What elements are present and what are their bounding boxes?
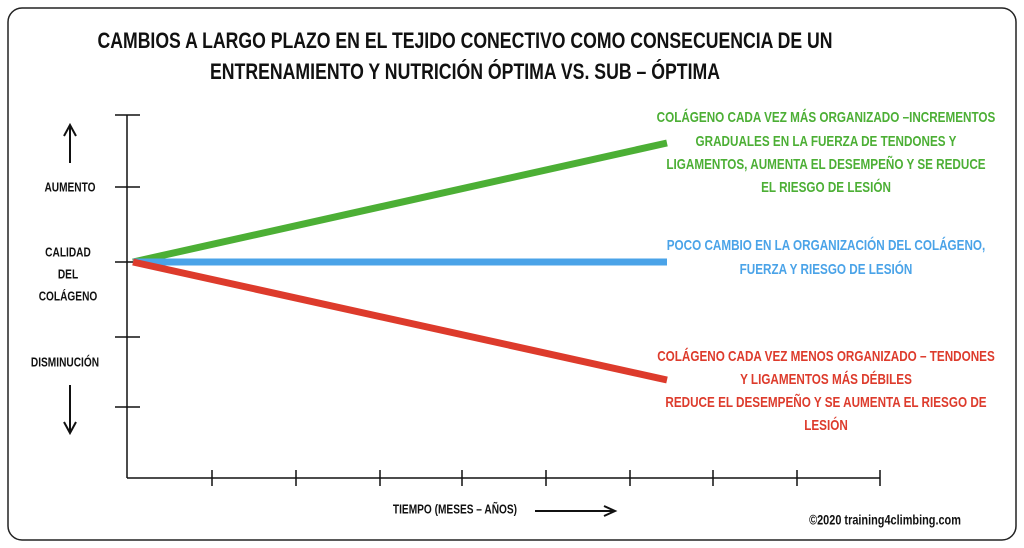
y-label: DEL xyxy=(58,266,78,281)
title-line: ENTRENAMIENTO Y NUTRICIÓN ÓPTIMA VS. SUB… xyxy=(210,59,720,84)
annotation: COLÁGENO CADA VEZ MENOS ORGANIZADO – TEN… xyxy=(657,348,995,365)
x-arrow xyxy=(535,505,618,517)
annotation: LIGAMENTOS, AUMENTA EL DESEMPEÑO Y SE RE… xyxy=(666,155,985,173)
trend-lines: COLÁGENO CADA VEZ MÁS ORGANIZADO –INCREM… xyxy=(132,109,996,434)
axes xyxy=(115,114,881,486)
frame xyxy=(7,7,1017,541)
annotation: COLÁGENO CADA VEZ MÁS ORGANIZADO –INCREM… xyxy=(657,109,996,126)
trend-line xyxy=(132,139,668,266)
trend-line xyxy=(132,258,668,384)
x-label: TIEMPO (MESES – AÑOS) xyxy=(393,501,517,516)
title-line: CAMBIOS A LARGO PLAZO EN EL TEJIDO CONEC… xyxy=(98,28,833,53)
y-label: DISMINUCIÓN xyxy=(31,354,99,369)
credit: ©2020 training4climbing.com xyxy=(809,512,961,528)
annotation: LESIÓN xyxy=(804,416,848,434)
annotation: Y LIGAMENTOS MÁS DÉBILES xyxy=(740,371,912,388)
annotation: REDUCE EL DESEMPEÑO Y SE AUMENTA EL RIES… xyxy=(665,393,986,411)
y-label: CALIDAD xyxy=(45,244,91,259)
annotation: GRADUALES EN LA FUERZA DE TENDONES Y xyxy=(696,133,957,150)
down-arrow xyxy=(63,385,77,436)
up-arrow xyxy=(63,122,77,163)
annotation: POCO CAMBIO EN LA ORGANIZACIÓN DEL COLÁG… xyxy=(667,236,986,254)
y-label: AUMENTO xyxy=(44,179,95,194)
y-label: COLÁGENO xyxy=(39,288,98,303)
annotation: FUERZA Y RIESGO DE LESIÓN xyxy=(740,260,913,278)
annotation: EL RIESGO DE LESIÓN xyxy=(761,178,891,196)
